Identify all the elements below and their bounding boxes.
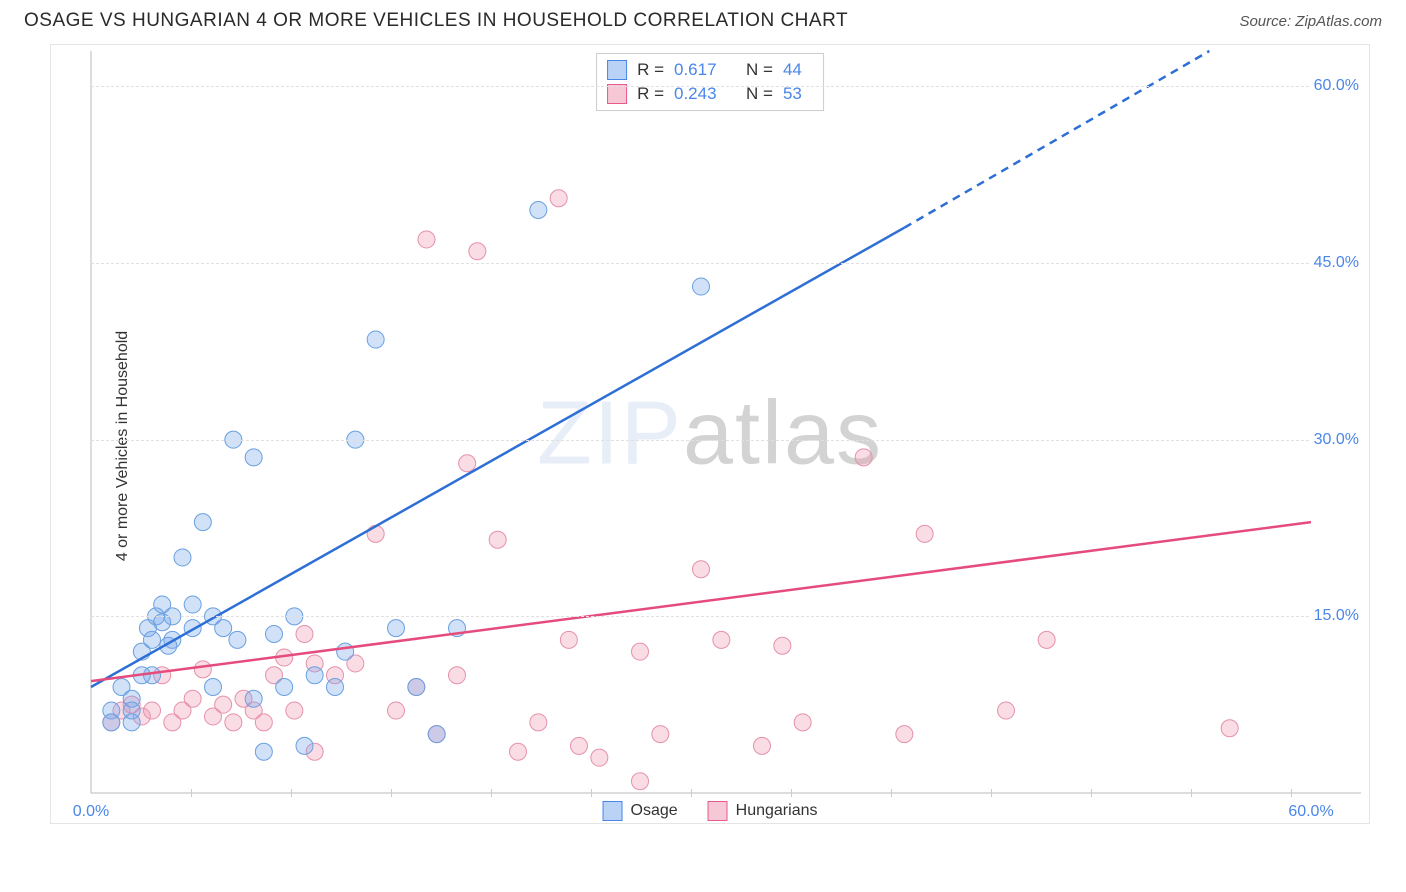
grid-line <box>91 86 1309 87</box>
data-point <box>530 202 547 219</box>
data-point <box>693 278 710 295</box>
legend-label-osage: Osage <box>631 802 678 820</box>
r-value-osage: 0.617 <box>674 60 724 80</box>
data-point <box>306 667 323 684</box>
x-tick-mark <box>1191 789 1192 797</box>
data-point <box>367 331 384 348</box>
data-point <box>296 626 313 643</box>
y-tick-label: 60.0% <box>1314 77 1359 95</box>
data-point <box>245 690 262 707</box>
data-point <box>510 743 527 760</box>
data-point <box>550 190 567 207</box>
n-value-osage: 44 <box>783 60 813 80</box>
data-point <box>571 737 588 754</box>
data-point <box>194 514 211 531</box>
data-point <box>229 631 246 648</box>
data-point <box>174 549 191 566</box>
series-legend: Osage Hungarians <box>603 801 818 821</box>
data-point <box>916 525 933 542</box>
swatch-osage <box>607 60 627 80</box>
data-point <box>205 679 222 696</box>
x-tick-mark <box>491 789 492 797</box>
data-point <box>103 714 120 731</box>
data-point <box>449 667 466 684</box>
data-point <box>327 679 344 696</box>
x-tick-mark <box>191 789 192 797</box>
grid-line <box>91 616 1309 617</box>
data-point <box>632 773 649 790</box>
data-point <box>337 643 354 660</box>
chart-title: OSAGE VS HUNGARIAN 4 OR MORE VEHICLES IN… <box>24 10 848 32</box>
data-point <box>184 690 201 707</box>
swatch-hungarians-icon <box>708 801 728 821</box>
legend-item-hungarians: Hungarians <box>708 801 818 821</box>
data-point <box>896 726 913 743</box>
data-point <box>428 726 445 743</box>
data-point <box>245 449 262 466</box>
x-tick-label: 0.0% <box>73 803 109 821</box>
scatter-plot <box>51 45 1369 823</box>
data-point <box>591 749 608 766</box>
data-point <box>144 702 161 719</box>
y-tick-label: 15.0% <box>1314 607 1359 625</box>
grid-line <box>91 440 1309 441</box>
x-tick-mark <box>1291 789 1292 797</box>
x-tick-mark <box>891 789 892 797</box>
legend-label-hungarians: Hungarians <box>736 802 818 820</box>
data-point <box>459 455 476 472</box>
data-point <box>774 637 791 654</box>
data-point <box>388 620 405 637</box>
data-point <box>693 561 710 578</box>
data-point <box>255 714 272 731</box>
data-point <box>1038 631 1055 648</box>
data-point <box>266 626 283 643</box>
n-label: N = <box>746 60 773 80</box>
data-point <box>144 631 161 648</box>
data-point <box>489 531 506 548</box>
data-point <box>530 714 547 731</box>
source-label: Source: ZipAtlas.com <box>1239 13 1382 30</box>
data-point <box>855 449 872 466</box>
chart-area: ZIPatlas R = 0.617 N = 44 R = 0.243 N = … <box>50 44 1370 824</box>
swatch-osage-icon <box>603 801 623 821</box>
data-point <box>215 620 232 637</box>
x-tick-mark <box>1091 789 1092 797</box>
data-point <box>754 737 771 754</box>
data-point <box>286 702 303 719</box>
data-point <box>632 643 649 660</box>
y-tick-label: 30.0% <box>1314 431 1359 449</box>
data-point <box>367 525 384 542</box>
data-point <box>408 679 425 696</box>
x-tick-mark <box>591 789 592 797</box>
grid-line <box>91 263 1309 264</box>
x-tick-mark <box>691 789 692 797</box>
data-point <box>469 243 486 260</box>
data-point <box>1221 720 1238 737</box>
data-point <box>388 702 405 719</box>
data-point <box>652 726 669 743</box>
data-point <box>255 743 272 760</box>
data-point <box>123 702 140 719</box>
correlation-legend: R = 0.617 N = 44 R = 0.243 N = 53 <box>596 53 824 111</box>
legend-row-osage: R = 0.617 N = 44 <box>607 58 813 82</box>
x-tick-mark <box>391 789 392 797</box>
r-label: R = <box>637 60 664 80</box>
data-point <box>296 737 313 754</box>
x-tick-mark <box>791 789 792 797</box>
x-tick-mark <box>991 789 992 797</box>
data-point <box>215 696 232 713</box>
data-point <box>418 231 435 248</box>
data-point <box>998 702 1015 719</box>
data-point <box>225 714 242 731</box>
data-point <box>794 714 811 731</box>
x-tick-mark <box>291 789 292 797</box>
legend-item-osage: Osage <box>603 801 678 821</box>
data-point <box>713 631 730 648</box>
data-point <box>276 679 293 696</box>
data-point <box>194 661 211 678</box>
data-point <box>560 631 577 648</box>
y-tick-label: 45.0% <box>1314 254 1359 272</box>
data-point <box>184 596 201 613</box>
x-tick-label: 60.0% <box>1288 803 1333 821</box>
